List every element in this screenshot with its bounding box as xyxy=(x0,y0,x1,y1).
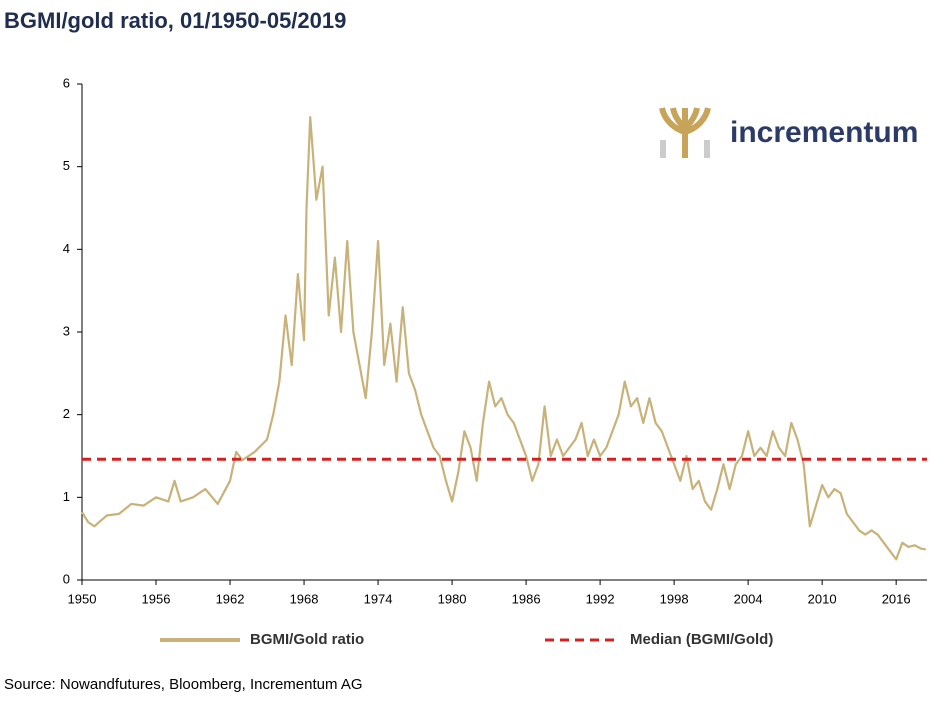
x-tick-label: 1980 xyxy=(438,591,467,606)
y-tick-label: 0 xyxy=(63,571,70,586)
x-tick-label: 2010 xyxy=(808,591,837,606)
x-tick-label: 1992 xyxy=(586,591,615,606)
data-line xyxy=(81,115,926,561)
x-tick-label: 1998 xyxy=(660,591,689,606)
source-note: Source: Nowandfutures, Bloomberg, Increm… xyxy=(4,676,363,693)
y-tick-label: 1 xyxy=(63,489,70,504)
x-tick-label: 1986 xyxy=(512,591,541,606)
x-tick-label: 1968 xyxy=(290,591,319,606)
y-tick-label: 4 xyxy=(63,241,70,256)
x-tick-label: 1962 xyxy=(216,591,245,606)
x-tick-label: 2016 xyxy=(882,591,911,606)
logo-text: incrementum xyxy=(730,116,918,149)
legend-label: BGMI/Gold ratio xyxy=(250,631,364,648)
legend-label: Median (BGMI/Gold) xyxy=(630,631,773,648)
logo-icon xyxy=(659,107,711,158)
x-tick-label: 1950 xyxy=(68,591,97,606)
y-tick-label: 2 xyxy=(63,406,70,421)
chart-title: BGMI/gold ratio, 01/1950-05/2019 xyxy=(4,8,346,33)
x-tick-label: 1974 xyxy=(364,591,393,606)
x-tick-label: 2004 xyxy=(734,591,763,606)
x-tick-label: 1956 xyxy=(142,591,171,606)
y-tick-label: 5 xyxy=(63,158,70,173)
y-tick-label: 6 xyxy=(63,75,70,90)
y-tick-label: 3 xyxy=(63,323,70,338)
